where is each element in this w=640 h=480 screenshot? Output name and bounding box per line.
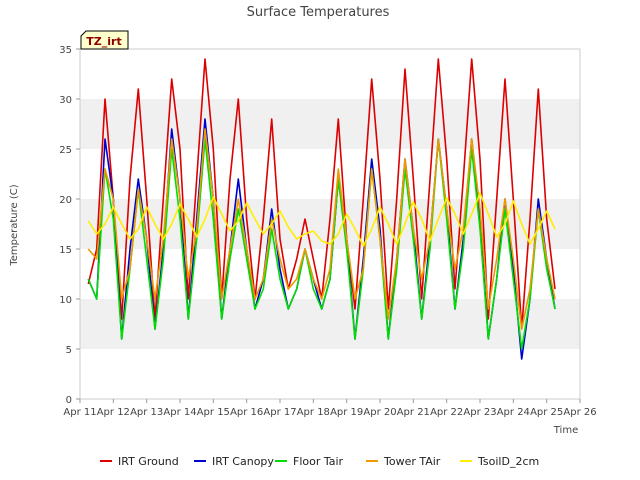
x-tick-label: Apr 19 bbox=[330, 407, 363, 418]
legend-item: Floor Tair bbox=[275, 455, 344, 468]
x-axis-label: Time bbox=[553, 425, 578, 436]
legend: IRT Ground IRT Canopy Floor Tair Tower TAir… bbox=[100, 455, 539, 468]
x-tick-label: Apr 11 bbox=[63, 407, 96, 418]
x-tick-label: Apr 13 bbox=[130, 407, 163, 418]
x-tick-label: Apr 15 bbox=[197, 407, 230, 418]
x-tick-label: Apr 23 bbox=[463, 407, 496, 418]
legend-item: IRT Canopy bbox=[194, 455, 274, 468]
y-tick-label: 0 bbox=[66, 395, 72, 406]
y-tick-label: 20 bbox=[59, 195, 72, 206]
y-tick-label: 10 bbox=[59, 295, 72, 306]
legend-label: Tower TAir bbox=[383, 455, 441, 468]
background-band bbox=[80, 299, 580, 349]
x-tick-label: Apr 14 bbox=[163, 407, 196, 418]
x-tick-label: Apr 24 bbox=[497, 407, 530, 418]
y-axis-label: Temperature (C) bbox=[9, 184, 20, 266]
series-line-tower-tair bbox=[87, 128, 556, 330]
y-tick-label: 35 bbox=[59, 45, 72, 56]
x-tick-label: Apr 18 bbox=[297, 407, 330, 418]
legend-label: Floor Tair bbox=[293, 455, 344, 468]
legend-item: TsoilD_2cm bbox=[460, 455, 539, 468]
y-tick-label: 5 bbox=[66, 345, 72, 356]
background-band bbox=[80, 99, 580, 149]
x-tick-label: Apr 25 bbox=[530, 407, 563, 418]
x-axis: Apr 11 Apr 12 Apr 13 Apr 14 Apr 15 Apr 16 Apr … bbox=[63, 399, 597, 418]
y-tick-label: 25 bbox=[59, 145, 72, 156]
legend-item: Tower TAir bbox=[366, 455, 441, 468]
x-tick-label: Apr 16 bbox=[230, 407, 263, 418]
series-layer bbox=[87, 58, 556, 360]
x-tick-label: Apr 20 bbox=[363, 407, 396, 418]
legend-item: IRT Ground bbox=[100, 455, 179, 468]
x-tick-label: Apr 17 bbox=[263, 407, 296, 418]
chart-title: Surface Temperatures bbox=[247, 5, 390, 20]
series-line-tsoild-2cm bbox=[87, 192, 556, 247]
x-tick-label: Apr 22 bbox=[430, 407, 463, 418]
series-line-floor-tair bbox=[87, 138, 556, 350]
x-tick-label: Apr 12 bbox=[97, 407, 130, 418]
site-badge-label: TZ_irt bbox=[86, 35, 121, 48]
legend-label: TsoilD_2cm bbox=[477, 455, 539, 468]
x-tick-label: Apr 21 bbox=[397, 407, 430, 418]
y-axis: 0 5 10 15 20 25 30 35 bbox=[59, 45, 80, 406]
legend-label: IRT Ground bbox=[118, 455, 179, 468]
plot-frame bbox=[79, 48, 581, 400]
legend-label: IRT Canopy bbox=[212, 455, 274, 468]
site-badge-box bbox=[80, 30, 129, 50]
y-tick-label: 30 bbox=[59, 95, 72, 106]
x-tick-label: Apr 26 bbox=[563, 407, 596, 418]
y-tick-label: 15 bbox=[59, 245, 72, 256]
site-badge: TZ_irt bbox=[80, 30, 129, 50]
